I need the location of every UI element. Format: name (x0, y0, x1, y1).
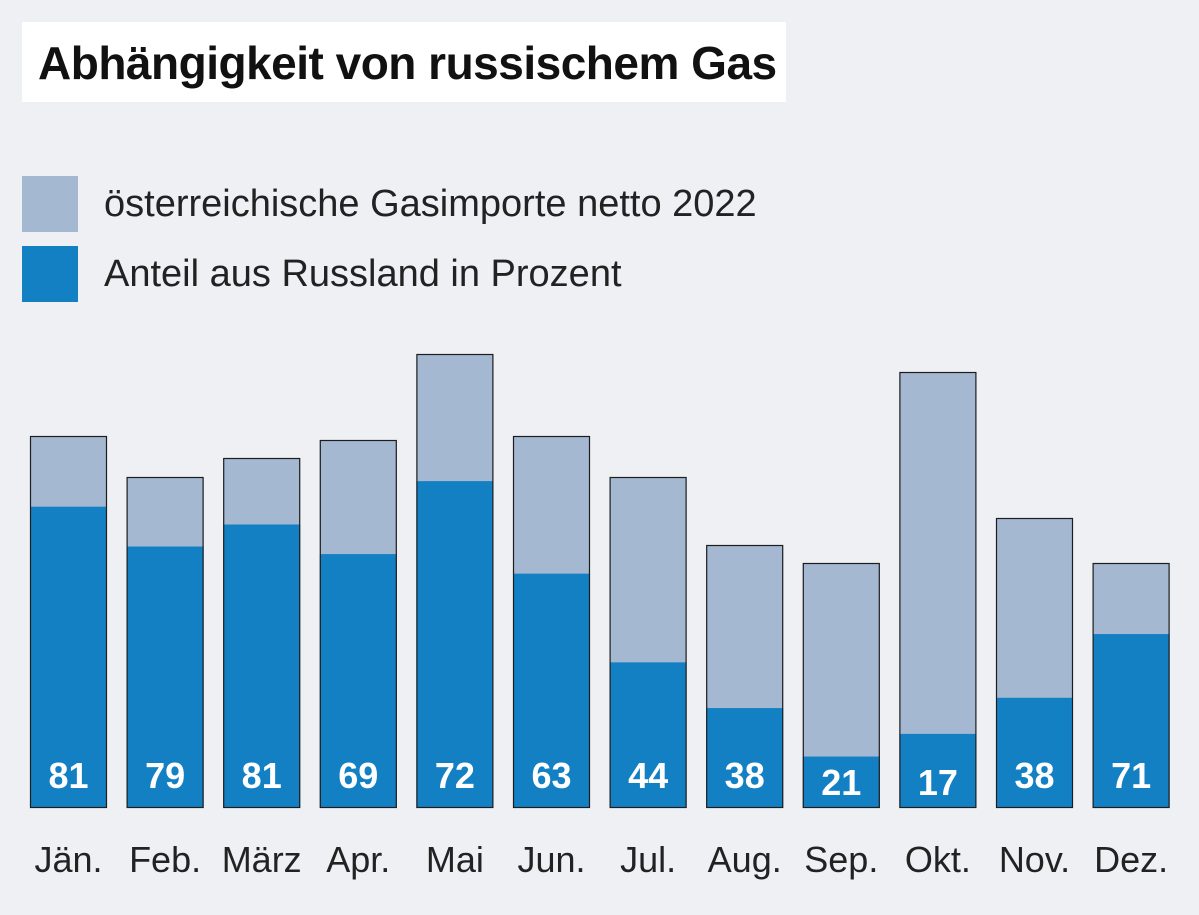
bar-outline (899, 371, 977, 809)
data-label: 21 (821, 762, 861, 803)
legend-swatch-imports (22, 176, 78, 232)
bar-outline (29, 435, 108, 809)
legend-swatch-russia-share (22, 246, 78, 302)
x-tick-label: Apr. (326, 839, 390, 880)
x-tick-label: Mai (426, 839, 484, 880)
bar-outline (416, 353, 494, 809)
bar-outline (706, 544, 784, 809)
x-tick-label: Jun. (517, 839, 585, 880)
bar-group: 79 Feb. (126, 476, 204, 880)
x-tick-label: Dez. (1094, 839, 1168, 880)
bar-outline (802, 562, 880, 809)
data-label: 79 (145, 755, 185, 796)
data-label: 71 (1111, 755, 1151, 796)
bar-outline (512, 435, 591, 809)
bar-group: 38 Aug. (706, 544, 784, 880)
x-tick-label: Jän. (34, 839, 102, 880)
bar-group: 81 März (222, 457, 302, 880)
bar-russia-share (513, 573, 590, 808)
bar-outline (223, 457, 301, 809)
title-box: Abhängigkeit von russischem Gas (22, 22, 786, 102)
data-label: 38 (725, 755, 765, 796)
bar-group: 71 Dez. (1092, 562, 1170, 880)
bar-russia-share (609, 662, 687, 808)
chart-title: Abhängigkeit von russischem Gas (38, 37, 777, 89)
data-label: 72 (435, 755, 475, 796)
bar-group: 38 Nov. (995, 517, 1074, 880)
bar-russia-share (319, 554, 397, 808)
x-tick-label: Okt. (905, 839, 971, 880)
x-tick-label: Nov. (999, 839, 1070, 880)
bar-russia-share (223, 524, 301, 808)
data-label: 17 (918, 762, 958, 803)
bar-group: 21 Sep. (802, 562, 880, 880)
bar-group: 69 Apr. (319, 439, 397, 880)
bar-russia-share (1092, 634, 1170, 808)
data-label: 38 (1014, 755, 1054, 796)
legend-label-imports: österreichische Gasimporte netto 2022 (104, 183, 757, 225)
bar-russia-share (416, 481, 494, 808)
bar-group: 17 Okt. (899, 371, 977, 880)
x-tick-label: Jul. (620, 839, 676, 880)
bar-outline (609, 476, 687, 809)
data-label: 81 (48, 755, 88, 796)
bar-russia-share (706, 708, 784, 808)
bar-outline (1092, 562, 1170, 809)
data-label: 81 (242, 755, 282, 796)
bar-russia-share (126, 546, 204, 808)
bar-russia-share (30, 506, 107, 808)
bar-russia-share (899, 733, 977, 808)
bar-outline (995, 517, 1074, 809)
bar-russia-share (802, 756, 880, 808)
data-label: 63 (531, 755, 571, 796)
x-tick-label: Feb. (129, 839, 201, 880)
bar-group: 63 Jun. (512, 435, 591, 880)
bar-outline (319, 439, 397, 809)
bar-russia-share (996, 697, 1073, 808)
data-label: 44 (628, 755, 668, 796)
bar-group: 81 Jän. (29, 435, 108, 880)
bar-group: 72 Mai (416, 353, 494, 880)
bar-group: 44 Jul. (609, 476, 687, 880)
bar-outline (126, 476, 204, 809)
x-tick-label: Sep. (804, 839, 878, 880)
legend-label-russia-share: Anteil aus Russland in Prozent (104, 253, 622, 295)
x-tick-label: Aug. (708, 839, 782, 880)
x-tick-label: März (222, 839, 302, 880)
data-label: 69 (338, 755, 378, 796)
